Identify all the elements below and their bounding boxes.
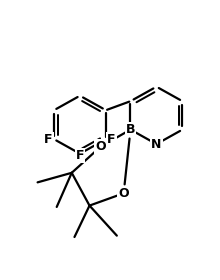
Text: N: N <box>151 137 162 151</box>
Text: B: B <box>126 123 135 136</box>
Text: F: F <box>44 133 53 146</box>
Text: F: F <box>76 148 84 162</box>
Text: O: O <box>118 187 129 200</box>
Text: F: F <box>107 133 116 146</box>
Text: O: O <box>95 140 106 153</box>
